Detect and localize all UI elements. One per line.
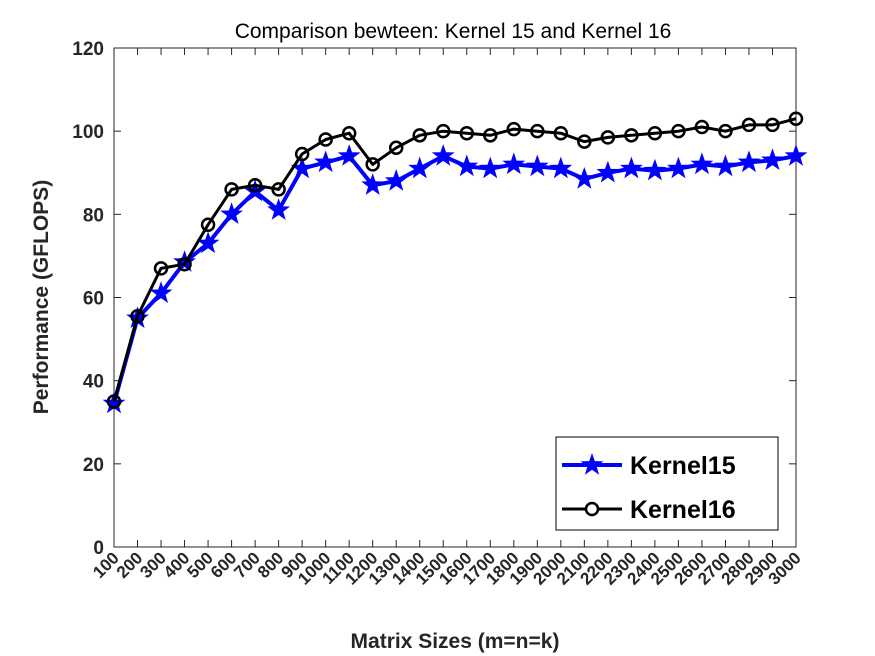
- data-point-circle: [365, 157, 380, 172]
- data-point-star: [572, 167, 596, 189]
- legend-label: Kernel15: [630, 452, 736, 480]
- y-tick-label: 40: [83, 372, 104, 393]
- data-point-circle: [177, 256, 192, 272]
- legend: Kernel15 Kernel16: [555, 436, 779, 531]
- chart-title: Comparison bewteen: Kernel 15 and Kernel…: [235, 20, 672, 43]
- x-axis-label: Matrix Sizes (m=n=k): [351, 630, 560, 653]
- data-point-circle: [765, 117, 780, 133]
- legend-circle-icon: [584, 501, 600, 517]
- data-point-circle: [718, 123, 733, 139]
- data-point-circle: [130, 308, 145, 324]
- y-axis-label: Performance (GFLOPS): [30, 180, 53, 415]
- data-point-star: [502, 152, 526, 175]
- data-point-circle: [671, 123, 686, 139]
- legend-star-icon: [580, 453, 604, 475]
- data-point-circle: [106, 394, 122, 409]
- data-point-circle: [200, 217, 216, 232]
- data-point-circle: [694, 119, 710, 135]
- series-kernel16: [106, 111, 804, 409]
- data-point-star: [761, 148, 784, 170]
- data-point-star: [384, 169, 408, 191]
- data-point-circle: [506, 121, 522, 137]
- data-point-star: [149, 281, 173, 303]
- data-point-circle: [224, 182, 239, 197]
- data-point-circle: [435, 123, 451, 139]
- data-point-star: [290, 156, 314, 179]
- data-point-star: [102, 391, 126, 414]
- data-point-star: [478, 156, 502, 179]
- y-tick-label: 100: [72, 122, 104, 143]
- data-point-circle: [247, 177, 263, 193]
- y-tick-label: 120: [72, 39, 104, 60]
- data-point-star: [408, 156, 432, 179]
- data-point-circle: [577, 134, 592, 149]
- data-point-circle: [459, 125, 475, 141]
- data-point-star: [314, 150, 338, 173]
- y-tick-label: 80: [83, 205, 104, 226]
- data-point-star: [784, 144, 808, 166]
- data-point-star: [643, 158, 667, 181]
- data-point-circle: [318, 132, 333, 147]
- data-point-circle: [294, 146, 310, 162]
- y-tick-label: 20: [83, 455, 104, 476]
- data-point-star: [455, 154, 479, 177]
- data-point-star: [525, 154, 549, 177]
- y-tick-label: 0: [93, 538, 104, 559]
- data-point-circle: [530, 123, 545, 139]
- data-point-circle: [271, 182, 286, 197]
- data-point-star: [267, 198, 290, 220]
- data-point-circle: [624, 128, 639, 143]
- data-point-star: [620, 156, 643, 179]
- data-point-circle: [412, 128, 427, 143]
- data-point-circle: [341, 125, 357, 141]
- data-point-star: [714, 154, 737, 177]
- data-point-circle: [647, 125, 663, 141]
- data-point-star: [361, 173, 385, 195]
- data-point-star: [667, 156, 690, 179]
- data-point-star: [737, 150, 761, 173]
- data-point-circle: [153, 261, 169, 276]
- data-point-star: [337, 144, 361, 166]
- data-point-star: [220, 202, 243, 224]
- data-point-star: [431, 144, 455, 166]
- data-point-star: [690, 152, 714, 175]
- series-kernel15: [102, 144, 808, 414]
- legend-label: Kernel16: [630, 496, 736, 524]
- data-point-star: [196, 231, 220, 254]
- data-point-circle: [741, 117, 757, 133]
- data-point-circle: [553, 125, 569, 141]
- data-point-circle: [788, 111, 804, 126]
- data-point-star: [596, 160, 620, 183]
- data-point-circle: [388, 140, 404, 156]
- data-point-circle: [483, 128, 498, 143]
- data-point-circle: [600, 130, 616, 145]
- data-point-star: [549, 156, 573, 179]
- y-tick-label: 60: [83, 289, 104, 310]
- data-point-star: [173, 250, 196, 272]
